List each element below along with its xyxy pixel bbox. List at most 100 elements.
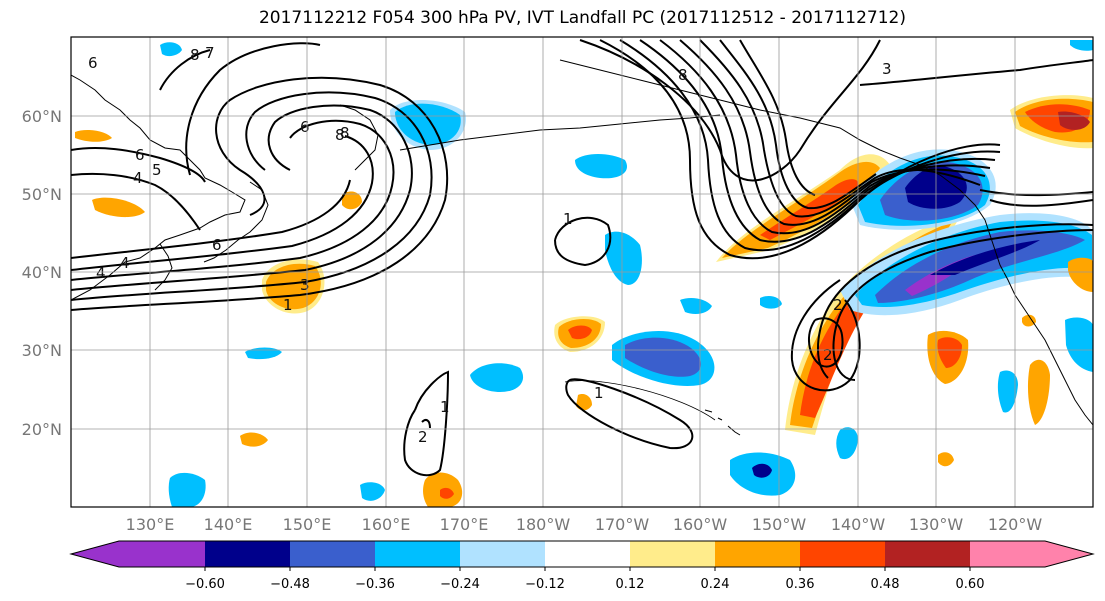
contour-ridge-1 [579,39,881,182]
lon-label: 130°W [909,515,964,534]
contour-trough-6 [699,39,981,218]
latitude-labels: 60°N 50°N 40°N 30°N 20°N [22,107,62,439]
contour-west-2 [71,91,433,301]
contour-label: 3 [882,60,892,78]
cp-negative-blue-12 [360,482,385,501]
colorbar-outline [69,540,1095,568]
colorbar-tick-label: 0.60 [956,577,985,592]
lon-label: 130°E [126,515,175,534]
contour-label: 1 [283,296,293,314]
colorbar-tick-label: 0.48 [871,577,900,592]
lon-label: 140°E [204,515,253,534]
pos-patch-10-orange [75,130,112,142]
cp-negative-blue-7 [760,296,782,309]
contour-label: 2 [833,296,843,314]
graticule [71,37,1093,507]
cp-negative-blue-11 [168,472,206,507]
contour-pv2 [403,370,450,477]
colorbar-tick-label: 0.36 [786,577,815,592]
colorbar: −0.60 −0.48 −0.36 −0.24 −0.12 0.12 0.24 … [69,540,1095,592]
lon-label: 140°W [831,515,886,534]
colorbar-swatch [119,541,205,567]
lat-label: 60°N [22,107,62,126]
contour-label: 1 [440,398,450,416]
cp-negative-blue-9 [836,427,858,460]
cp-negative-navy-3 [752,463,772,478]
contour-label: 8 [190,46,200,64]
contour-west-5 [71,135,374,271]
contour-west-8 [71,147,206,231]
colorbar-swatch [375,541,460,567]
contour-west-6 [71,179,351,259]
colorbar-tick-label: −0.48 [270,577,310,592]
shading-layer [75,40,1093,507]
pos-patch-7-orange [240,432,268,447]
contour-cutoff-1 [790,229,1093,392]
pos-patch-4-orange [1027,359,1050,425]
colorbar-swatch [205,541,290,567]
lon-label: 150°W [752,515,807,534]
colorbar-tick-label: −0.24 [440,577,480,592]
contour-cutoff-2 [808,317,844,368]
lon-label: 170°W [595,515,650,534]
colorbar-swatch [460,541,545,567]
contour-west-4 [71,119,395,281]
contour-label: 5 [152,161,162,179]
lon-label: 150°E [283,515,332,534]
pos-patch-2-red [568,325,592,340]
contour-label: 4 [120,254,130,272]
contour-labels: 6 8 7 8 6 5 4 6 4 3 1 8 3 1 1 2 2 1 2 4 … [88,44,892,446]
contour-label: 6 [88,54,98,72]
lat-label: 40°N [22,263,62,282]
pos-patch-9-orange [92,197,145,218]
cp-negative-blue-15 [1070,40,1093,51]
pos-patch-3-red [937,337,962,368]
contour-label: 4 [96,264,106,282]
cp-negative-blue-8 [997,370,1018,413]
contour-west-3 [71,104,413,291]
cp-negative-blue-13 [160,42,182,57]
contour-label: 8 [335,126,345,144]
cp-negative-blue-14 [245,347,282,360]
longitude-labels: 130°E 140°E 150°E 160°E 170°E 180°W 170°… [126,515,1043,534]
pos-patch-13-orange [1022,314,1036,327]
contour-label: 3 [300,276,310,294]
hawaii [704,409,741,436]
pos-patch-5-red [440,487,454,499]
colorbar-tick-label: −0.36 [355,577,395,592]
colorbar-swatch [290,541,375,567]
lon-label: 180°W [516,515,571,534]
colorbar-swatch [630,541,715,567]
colorbar-tick-label: −0.60 [185,577,225,592]
lat-label: 30°N [22,341,62,360]
contour-pv1-b [565,378,694,450]
contour-thin [564,380,716,421]
contour-label: 7 [205,44,215,62]
cp-negative-blue-5 [575,154,628,179]
pos-patch-8-orange [342,191,362,210]
contour-label: 8 [340,124,350,142]
colorbar-tick-label: −0.12 [525,577,565,592]
contour-east-2 [859,59,1093,86]
colorbar-swatch [800,541,885,567]
pos-patch-6-orange [576,394,592,411]
contour-label: 8 [678,66,688,84]
colorbar-swatch [970,541,1045,567]
colorbar-left-extend [71,541,119,567]
contour-west-1 [71,76,449,311]
colorbar-swatch [715,541,800,567]
lon-label: 170°E [440,515,489,534]
contour-trough-5 [679,39,986,226]
contour-label: 6 [300,118,310,136]
lon-label: 160°W [673,515,728,534]
contour-trough-7 [719,39,877,210]
colorbar-tick-label: 0.24 [701,577,730,592]
contour-trough-8 [739,39,816,196]
contour-label: 6 [212,236,222,254]
pos-patch-11-orange [938,452,954,467]
contour-label: 2 [418,428,428,446]
korea-coastline [154,243,173,291]
colorbar-swatch [885,541,970,567]
lat-label: 20°N [22,420,62,439]
